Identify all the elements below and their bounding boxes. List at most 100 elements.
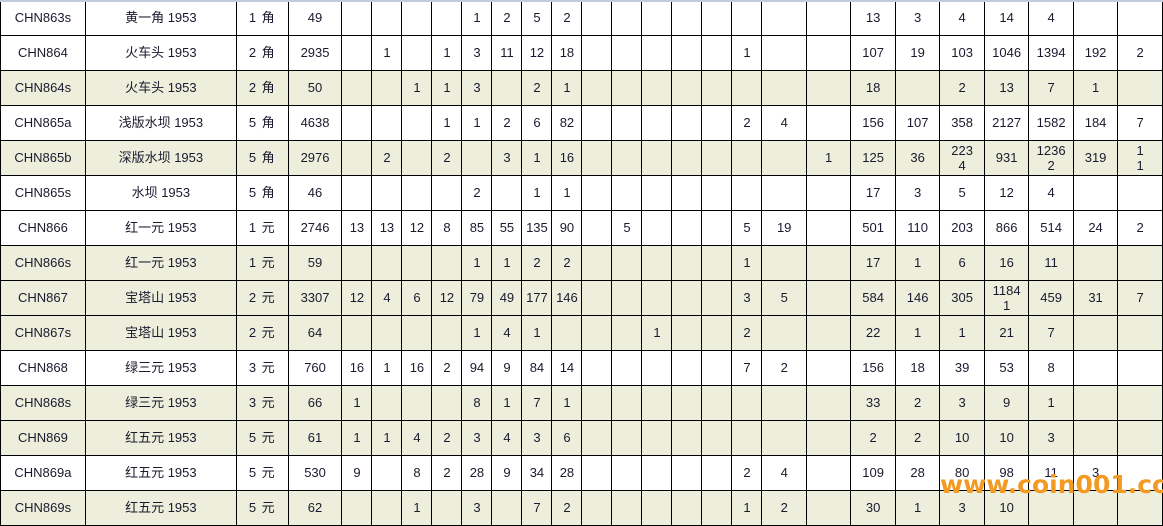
grade-cell-wide: 319 bbox=[1072, 140, 1119, 176]
grade-cell-wide bbox=[1117, 385, 1163, 421]
grade-cell-narrow bbox=[581, 455, 613, 491]
row-catalog-id: CHN865a bbox=[0, 105, 86, 141]
grade-cell-wide bbox=[1072, 315, 1119, 351]
grade-cell-narrow: 4 bbox=[401, 420, 433, 456]
grade-cell-wide: 192 bbox=[1072, 35, 1119, 71]
grade-cell-narrow bbox=[671, 175, 703, 211]
grade-cell-wide bbox=[805, 490, 852, 526]
grade-cell-narrow bbox=[401, 0, 433, 36]
grade-cell-narrow: 55 bbox=[491, 210, 523, 246]
table-row: CHN865b 深版水坝 1953 5 角 2976 2 2 3 1 16 1 125 36 223 4 9… bbox=[0, 140, 1163, 176]
grade-cell-wide bbox=[761, 70, 807, 106]
row-catalog-id: CHN869a bbox=[0, 455, 86, 491]
grade-cell-narrow bbox=[401, 315, 433, 351]
grade-cell-narrow bbox=[641, 455, 673, 491]
grade-cell-narrow: 7 bbox=[521, 490, 553, 526]
row-catalog-id: CHN865b bbox=[0, 140, 86, 176]
grade-cell-wide: 12 bbox=[983, 175, 1030, 211]
row-denomination: 3 元 bbox=[235, 350, 289, 386]
grade-cell-wide: 146 bbox=[894, 280, 941, 316]
grade-cell-narrow bbox=[611, 420, 643, 456]
grade-cell-narrow: 28 bbox=[551, 455, 583, 491]
grade-cell-wide: 33 bbox=[850, 385, 896, 421]
grade-cell-narrow bbox=[611, 175, 643, 211]
grade-cell-wide: 459 bbox=[1028, 280, 1074, 316]
grade-cell-narrow bbox=[341, 245, 373, 281]
grade-cell-wide bbox=[805, 70, 852, 106]
grade-cell-wide: 1 bbox=[805, 140, 852, 176]
grade-cell-narrow: 2 bbox=[461, 175, 493, 211]
grade-cell-narrow bbox=[401, 105, 433, 141]
grade-cell-narrow: 1 bbox=[431, 70, 463, 106]
row-catalog-id: CHN868 bbox=[0, 350, 86, 386]
grade-cell-narrow: 79 bbox=[461, 280, 493, 316]
grade-cell-wide bbox=[761, 385, 807, 421]
grade-cell-narrow bbox=[431, 0, 463, 36]
grade-cell-narrow: 1 bbox=[461, 105, 493, 141]
grade-cell-narrow: 16 bbox=[401, 350, 433, 386]
grade-cell-narrow bbox=[581, 210, 613, 246]
grade-cell-wide bbox=[1072, 490, 1119, 526]
row-catalog-id: CHN867 bbox=[0, 280, 86, 316]
grade-cell-narrow bbox=[581, 280, 613, 316]
grade-cell-narrow bbox=[581, 385, 613, 421]
grade-cell-wide: 14 bbox=[983, 0, 1030, 36]
grade-cell-narrow bbox=[611, 455, 643, 491]
grade-cell-wide bbox=[1117, 315, 1163, 351]
grade-cell-wide: 7 bbox=[1117, 280, 1163, 316]
grade-cell-wide: 2 bbox=[850, 420, 896, 456]
grade-cell-wide: 109 bbox=[850, 455, 896, 491]
table-row: CHN866 红一元 1953 1 元 2746 13 13 12 8 85 55 135 90 5 5 1… bbox=[0, 210, 1163, 246]
grade-cell-wide: 19 bbox=[761, 210, 807, 246]
grade-cell-wide: 4 bbox=[761, 105, 807, 141]
grade-cell-narrow: 12 bbox=[341, 280, 373, 316]
grade-cell-wide: 8 bbox=[1028, 350, 1074, 386]
row-denomination: 3 元 bbox=[235, 385, 289, 421]
grade-cell-narrow bbox=[701, 420, 733, 456]
table-row: CHN869a 红五元 1953 5 元 530 9 8 2 28 9 34 28 2 4 109 28 80… bbox=[0, 455, 1163, 491]
grade-cell-wide bbox=[805, 245, 852, 281]
grade-cell-narrow: 2 bbox=[551, 245, 583, 281]
grade-cell-wide: 10 bbox=[983, 420, 1030, 456]
grade-cell-narrow bbox=[701, 175, 733, 211]
grade-cell-narrow bbox=[701, 315, 733, 351]
row-denomination: 1 元 bbox=[235, 245, 289, 281]
grade-cell-narrow bbox=[671, 105, 703, 141]
grade-cell-narrow: 2 bbox=[731, 315, 763, 351]
grade-cell-wide: 4 bbox=[939, 0, 985, 36]
grade-cell-narrow bbox=[731, 175, 763, 211]
grade-cell-wide bbox=[1117, 490, 1163, 526]
grade-cell-narrow: 9 bbox=[491, 455, 523, 491]
grade-cell-narrow bbox=[731, 420, 763, 456]
row-catalog-id: CHN864 bbox=[0, 35, 86, 71]
grade-cell-narrow: 1 bbox=[551, 175, 583, 211]
grade-cell-narrow bbox=[551, 315, 583, 351]
grade-cell-wide: 39 bbox=[939, 350, 985, 386]
grade-cell-narrow bbox=[731, 140, 763, 176]
grade-cell-narrow bbox=[671, 210, 703, 246]
grade-cell-wide: 7 bbox=[1117, 105, 1163, 141]
grade-cell-wide: 156 bbox=[850, 350, 896, 386]
grade-cell-narrow: 18 bbox=[551, 35, 583, 71]
grade-cell-wide: 107 bbox=[894, 105, 941, 141]
grade-cell-narrow: 3 bbox=[731, 280, 763, 316]
grade-cell-narrow bbox=[491, 70, 523, 106]
grade-cell-wide: 10 bbox=[939, 420, 985, 456]
grade-cell-narrow: 1 bbox=[401, 70, 433, 106]
grade-cell-narrow bbox=[581, 420, 613, 456]
grade-cell-narrow: 5 bbox=[521, 0, 553, 36]
row-total-count: 66 bbox=[287, 385, 343, 421]
row-total-count: 3307 bbox=[287, 280, 343, 316]
grade-cell-narrow: 12 bbox=[401, 210, 433, 246]
grade-cell-wide bbox=[1117, 245, 1163, 281]
grade-cell-narrow bbox=[731, 385, 763, 421]
grade-cell-wide: 110 bbox=[894, 210, 941, 246]
grade-cell-narrow bbox=[371, 455, 403, 491]
grade-cell-wide: 2 bbox=[894, 420, 941, 456]
grade-cell-narrow bbox=[371, 70, 403, 106]
grade-cell-narrow bbox=[641, 70, 673, 106]
grade-cell-wide: 514 bbox=[1028, 210, 1074, 246]
grade-cell-wide bbox=[805, 105, 852, 141]
grade-cell-narrow: 3 bbox=[461, 490, 493, 526]
